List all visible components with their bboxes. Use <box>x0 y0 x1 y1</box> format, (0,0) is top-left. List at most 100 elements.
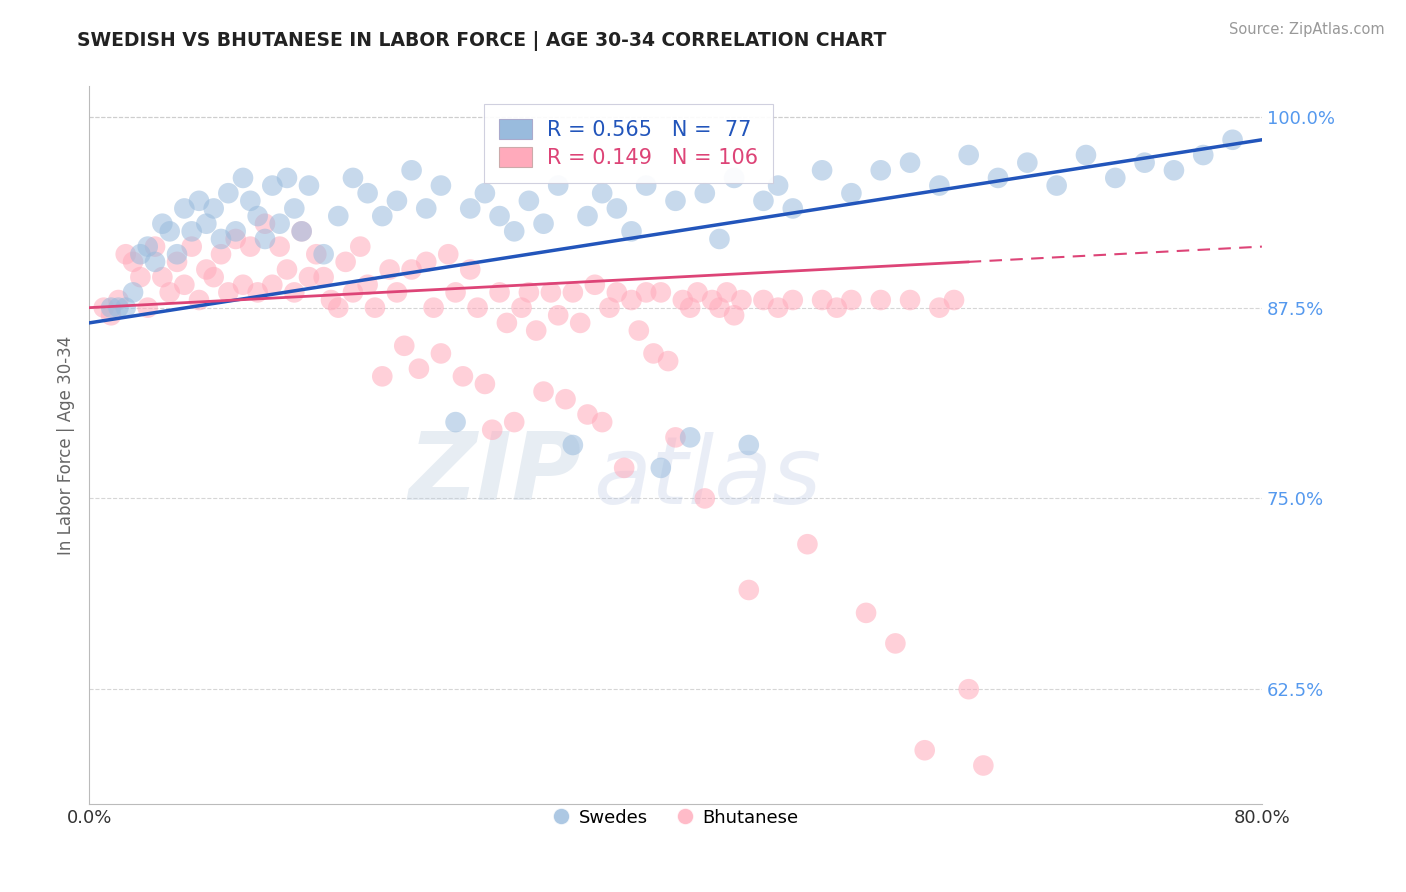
Point <box>422 301 444 315</box>
Point <box>401 163 423 178</box>
Point <box>561 438 583 452</box>
Point <box>335 255 357 269</box>
Point <box>766 178 789 193</box>
Point <box>246 285 269 300</box>
Point <box>841 186 863 201</box>
Point <box>253 232 276 246</box>
Point <box>1074 148 1097 162</box>
Point <box>188 194 211 208</box>
Point <box>1104 170 1126 185</box>
Point <box>253 217 276 231</box>
Point <box>100 308 122 322</box>
Point <box>129 270 152 285</box>
Point <box>408 361 430 376</box>
Point <box>385 194 408 208</box>
Point <box>166 255 188 269</box>
Point <box>202 202 225 216</box>
Point <box>957 682 980 697</box>
Point <box>100 301 122 315</box>
Point <box>709 232 731 246</box>
Point <box>319 293 342 307</box>
Point <box>269 239 291 253</box>
Point <box>517 194 540 208</box>
Point <box>225 224 247 238</box>
Point <box>1017 155 1039 169</box>
Point <box>898 293 921 307</box>
Text: atlas: atlas <box>593 432 821 523</box>
Point <box>283 202 305 216</box>
Point <box>159 224 181 238</box>
Point <box>657 354 679 368</box>
Point <box>928 178 950 193</box>
Point <box>150 270 173 285</box>
Point <box>620 224 643 238</box>
Point <box>114 247 136 261</box>
Point <box>342 285 364 300</box>
Point <box>312 270 335 285</box>
Point <box>811 163 834 178</box>
Point <box>517 285 540 300</box>
Point <box>371 209 394 223</box>
Point <box>114 301 136 315</box>
Point <box>430 178 453 193</box>
Point <box>723 308 745 322</box>
Point <box>451 369 474 384</box>
Point <box>664 194 686 208</box>
Point <box>524 324 547 338</box>
Point <box>180 239 202 253</box>
Point <box>1133 155 1156 169</box>
Point <box>679 301 702 315</box>
Point <box>700 293 723 307</box>
Point <box>943 293 966 307</box>
Point <box>554 392 576 407</box>
Point <box>533 384 555 399</box>
Point <box>458 262 481 277</box>
Point <box>510 301 533 315</box>
Point <box>766 301 789 315</box>
Point <box>136 239 159 253</box>
Point <box>782 202 804 216</box>
Point <box>855 606 877 620</box>
Point <box>209 232 232 246</box>
Point <box>342 170 364 185</box>
Point <box>225 232 247 246</box>
Point <box>232 277 254 292</box>
Point <box>1222 133 1244 147</box>
Point <box>1163 163 1185 178</box>
Point <box>474 376 496 391</box>
Point <box>503 224 526 238</box>
Point <box>716 285 738 300</box>
Point <box>811 293 834 307</box>
Point <box>686 285 709 300</box>
Point <box>636 285 658 300</box>
Point <box>356 186 378 201</box>
Point <box>122 255 145 269</box>
Point <box>173 202 195 216</box>
Point <box>291 224 314 238</box>
Point <box>283 285 305 300</box>
Point <box>107 301 129 315</box>
Point <box>150 217 173 231</box>
Point <box>298 178 321 193</box>
Point <box>752 293 775 307</box>
Point <box>364 301 387 315</box>
Point <box>312 247 335 261</box>
Point <box>488 285 510 300</box>
Point <box>122 285 145 300</box>
Point <box>239 194 262 208</box>
Point <box>276 262 298 277</box>
Point <box>143 239 166 253</box>
Point <box>328 209 350 223</box>
Point <box>269 217 291 231</box>
Point <box>217 186 239 201</box>
Point <box>349 239 371 253</box>
Point <box>576 209 599 223</box>
Point <box>356 277 378 292</box>
Point <box>239 239 262 253</box>
Point <box>385 285 408 300</box>
Point <box>957 148 980 162</box>
Point <box>650 461 672 475</box>
Point <box>202 270 225 285</box>
Point <box>723 170 745 185</box>
Point <box>928 301 950 315</box>
